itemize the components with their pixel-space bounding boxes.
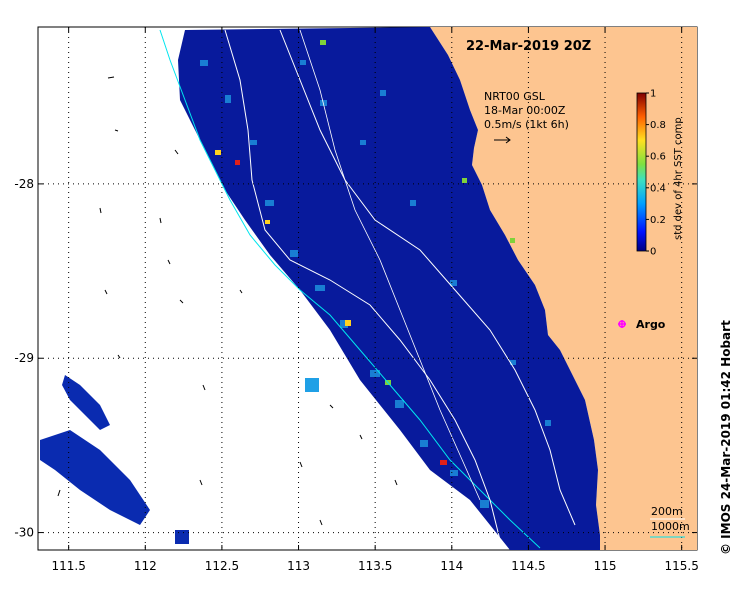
sst-data-patch-small-2: [175, 530, 189, 544]
x-tick-label: 112: [134, 559, 157, 573]
colorbar-tick-label: 1: [650, 89, 656, 100]
colorbar-tick-label: 0.2: [650, 215, 666, 226]
colorbar-tick-label: 0: [650, 247, 656, 258]
argo-float-icon: [618, 320, 626, 328]
x-tick-label: 113: [287, 559, 310, 573]
axes: 111.5 112 112.5 113 113.5 114 114.5 115 115.5 -28…: [14, 27, 699, 573]
isobath-legend-200m: 200m: [651, 505, 683, 518]
sst-data-patch-sw: [40, 430, 150, 525]
x-tick-label: 115.5: [664, 559, 698, 573]
x-tick-label: 113.5: [358, 559, 392, 573]
argo-label: Argo: [636, 318, 666, 331]
x-tick-label: 112.5: [205, 559, 239, 573]
current-legend-line2: 18-Mar 00:00Z: [484, 104, 566, 117]
y-tick-label: -29: [14, 351, 34, 365]
x-tick-label: 115: [594, 559, 617, 573]
credit-text: © IMOS 24-Mar-2019 01:42 Hobart: [719, 320, 733, 555]
colorbar-tick-label: 0.8: [650, 120, 666, 131]
graticule: [38, 27, 697, 550]
current-legend-line3: 0.5m/s (1kt 6h): [484, 118, 569, 131]
colorbar-ticks: 0 0.2 0.4 0.6 0.8 1: [646, 89, 666, 258]
isobath-1000m-c: [299, 29, 481, 501]
colorbar-tick-label: 0.4: [650, 183, 666, 194]
sst-data-patch-small: [305, 378, 319, 392]
y-tick-label: -28: [14, 177, 34, 191]
isobath-legend-1000m: 1000m: [651, 520, 690, 533]
date-title: 22-Mar-2019 20Z: [466, 39, 591, 54]
colorbar: [636, 92, 647, 252]
x-tick-label: 111.5: [51, 559, 85, 573]
sst-data-swath: [178, 27, 600, 550]
x-tick-label: 114: [440, 559, 463, 573]
isobath-1000m-a: [224, 29, 501, 541]
current-vectors: [57, 76, 398, 526]
colorbar-label: std dev of 4hr SST comp: [673, 117, 684, 240]
current-legend-line1: NRT00 GSL: [484, 90, 546, 103]
current-scale-arrow-icon: [494, 136, 511, 144]
y-tick-label: -30: [14, 526, 34, 540]
land-mass: [430, 27, 697, 550]
isobath-1000m-b: [279, 29, 576, 526]
x-tick-label: 114.5: [511, 559, 545, 573]
isobath-200m: [159, 29, 541, 549]
sst-data-patch-nw: [62, 375, 110, 430]
colorbar-tick-label: 0.6: [650, 152, 666, 163]
